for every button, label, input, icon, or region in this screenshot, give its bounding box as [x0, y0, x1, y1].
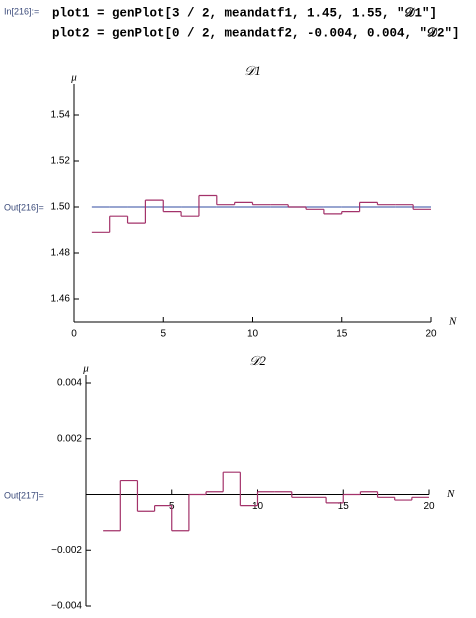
- y-tick-label: 1.50: [51, 202, 71, 213]
- x-tick-label: 15: [336, 329, 348, 340]
- y-tick-label: 1.52: [51, 156, 71, 167]
- output-label: Out[217]=: [4, 490, 44, 500]
- x-tick-label: 10: [247, 329, 259, 340]
- y-tick-label: −0.002: [51, 545, 82, 556]
- x-tick-label: 20: [425, 329, 437, 340]
- chart-title: 𝒟2: [249, 353, 266, 368]
- x-tick-label: 20: [423, 501, 435, 512]
- input-label: In[216]:=: [4, 6, 39, 16]
- y-axis-label: μ: [70, 72, 77, 84]
- x-axis-label: N: [448, 316, 457, 328]
- code-line: plot2 = genPlot[0 / 2, meandatf2, -0.004…: [52, 25, 460, 40]
- y-tick-label: 1.54: [51, 110, 71, 121]
- y-tick-label: −0.004: [51, 601, 82, 612]
- x-axis-label: N: [446, 488, 455, 500]
- chart-title: 𝒟1: [244, 63, 261, 78]
- y-tick-label: 1.46: [51, 294, 71, 305]
- x-tick-label: 10: [252, 501, 264, 512]
- x-tick-label: 5: [160, 329, 166, 340]
- x-tick-label: 15: [338, 501, 350, 512]
- y-tick-label: 0.002: [57, 433, 82, 444]
- y-tick-label: 0.004: [57, 378, 82, 389]
- y-axis-label: μ: [82, 363, 89, 375]
- x-tick-label: 0: [71, 329, 77, 340]
- code-line: plot1 = genPlot[3 / 2, meandatf1, 1.45, …: [52, 5, 437, 20]
- output-label: Out[216]=: [4, 202, 44, 212]
- y-tick-label: 1.48: [51, 248, 71, 259]
